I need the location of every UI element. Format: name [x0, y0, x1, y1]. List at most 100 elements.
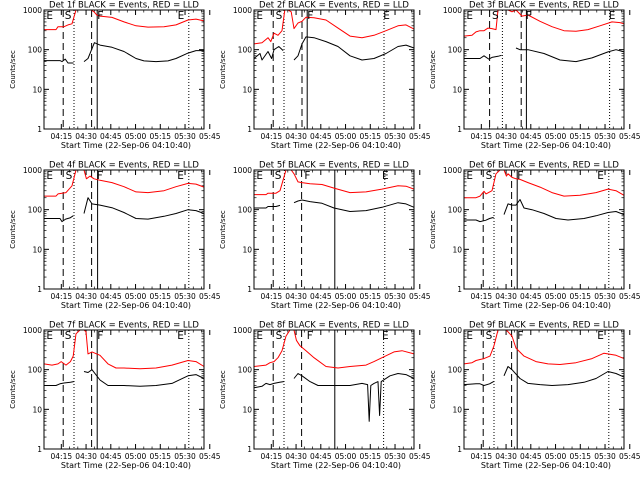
y-tick-label: 1000: [443, 6, 462, 15]
phase-marker: S: [65, 330, 72, 342]
y-tick-label: 1: [457, 285, 462, 294]
x-tick-label: 04:30: [285, 292, 307, 301]
y-tick-label: 1: [247, 125, 252, 134]
events-series-line: [44, 197, 205, 223]
phase-marker: E: [178, 10, 185, 22]
x-axis-label: Start Time (22-Sep-06 04:10:40): [481, 141, 611, 150]
plot-frame: [463, 169, 625, 290]
x-tick-label: 05:30: [174, 132, 196, 141]
events-series-line: [254, 199, 415, 212]
panel-title: Det 9f BLACK = Events, RED = LLD: [469, 321, 619, 331]
x-tick-label: 04:45: [100, 132, 122, 141]
plot-frame: [253, 169, 415, 290]
detector-panel-1: Det 1f BLACK = Events, RED = LLD Counts/s…: [9, 1, 221, 151]
x-tick-label: 04:45: [310, 292, 332, 301]
phase-marker: E: [46, 10, 53, 22]
x-axis-label: Start Time (22-Sep-06 04:10:40): [271, 461, 401, 470]
plot-frame: [43, 9, 205, 130]
y-tick-label: 100: [448, 46, 463, 55]
phase-marker: E: [46, 170, 53, 182]
x-tick-label: 05:15: [359, 132, 381, 141]
x-tick-label: 05:00: [125, 292, 147, 301]
x-axis-label: Start Time (22-Sep-06 04:10:40): [61, 461, 191, 470]
x-tick-label: 05:30: [594, 452, 616, 461]
y-tick-label: 1: [37, 285, 42, 294]
events-series-line: [44, 369, 205, 387]
detector-panel-9: Det 9f BLACK = Events, RED = LLD Counts/s…: [429, 321, 640, 471]
x-tick-label: 04:45: [520, 292, 542, 301]
lld-series-line: [463, 9, 625, 37]
y-tick-label: 1000: [23, 6, 42, 15]
x-tick-label: 04:15: [51, 132, 73, 141]
phase-marker: E: [46, 330, 53, 342]
panel-title: Det 7f BLACK = Events, RED = LLD: [49, 321, 199, 331]
y-tick-label: 10: [452, 245, 462, 254]
x-tick-label: 05:00: [545, 292, 567, 301]
x-tick-label: 05:30: [384, 452, 406, 461]
phase-marker: S: [275, 170, 282, 182]
x-tick-label: 04:30: [495, 292, 517, 301]
x-tick-label: 04:45: [520, 132, 542, 141]
phase-marker: E: [466, 330, 473, 342]
x-tick-label: 04:30: [495, 132, 517, 141]
phase-marker: E: [466, 170, 473, 182]
phase-marker: F: [517, 170, 523, 182]
x-tick-label: 05:15: [359, 292, 381, 301]
y-axis-label: Counts/sec: [9, 210, 17, 249]
y-axis-label: Counts/sec: [219, 50, 227, 89]
lld-series-line: [43, 329, 205, 370]
y-tick-label: 10: [242, 405, 252, 414]
phase-marker: S: [492, 10, 499, 22]
y-tick-label: 1: [457, 445, 462, 454]
x-tick-label: 04:30: [75, 132, 97, 141]
phase-marker: E: [256, 10, 263, 22]
detector-panel-2: Det 2f BLACK = Events, RED = LLD Counts/s…: [219, 1, 431, 151]
y-axis-label: Counts/sec: [429, 210, 437, 249]
y-tick-label: 100: [238, 366, 253, 375]
y-tick-label: 100: [448, 206, 463, 215]
panel-title: Det 4f BLACK = Events, RED = LLD: [49, 161, 199, 171]
y-tick-label: 100: [238, 206, 253, 215]
x-tick-label: 04:15: [51, 292, 73, 301]
x-tick-label: 05:30: [594, 132, 616, 141]
y-tick-label: 100: [238, 46, 253, 55]
phase-marker: S: [276, 330, 283, 342]
detector-panel-5: Det 5f BLACK = Events, RED = LLD Counts/s…: [219, 161, 431, 311]
panel-title: Det 3f BLACK = Events, RED = LLD: [469, 1, 619, 11]
y-tick-label: 1: [247, 285, 252, 294]
x-tick-label: 05:00: [335, 292, 357, 301]
x-tick-label: 04:45: [520, 452, 542, 461]
x-tick-label: 04:15: [51, 452, 73, 461]
x-tick-label: 04:15: [471, 132, 493, 141]
phase-marker: E: [382, 170, 389, 182]
x-tick-label: 04:30: [75, 292, 97, 301]
y-tick-label: 1: [37, 125, 42, 134]
plot-frame: [463, 329, 625, 450]
phase-marker: F: [97, 10, 103, 22]
y-tick-label: 10: [32, 85, 42, 94]
phase-marker: E: [382, 330, 389, 342]
x-tick-label: 05:00: [335, 452, 357, 461]
x-tick-label: 05:45: [619, 292, 640, 301]
phase-marker: E: [597, 170, 604, 182]
events-series-line: [463, 366, 625, 386]
y-tick-label: 1: [37, 445, 42, 454]
phase-marker: E: [256, 170, 263, 182]
plot-frame: [253, 329, 415, 450]
x-tick-label: 04:15: [471, 292, 493, 301]
phase-marker: S: [486, 170, 493, 182]
x-axis-label: Start Time (22-Sep-06 04:10:40): [271, 141, 401, 150]
events-series-line: [44, 42, 204, 64]
y-tick-label: 100: [28, 46, 43, 55]
y-tick-label: 10: [32, 405, 42, 414]
lld-series-line: [463, 329, 625, 365]
x-tick-label: 05:45: [619, 452, 640, 461]
panel-title: Det 6f BLACK = Events, RED = LLD: [469, 161, 619, 171]
events-series-line: [464, 47, 625, 63]
x-tick-label: 05:00: [545, 452, 567, 461]
y-axis-label: Counts/sec: [429, 50, 437, 89]
x-tick-label: 05:30: [174, 452, 196, 461]
y-tick-label: 1: [457, 125, 462, 134]
detector-panel-3: Det 3f BLACK = Events, RED = LLD Counts/s…: [429, 1, 640, 151]
